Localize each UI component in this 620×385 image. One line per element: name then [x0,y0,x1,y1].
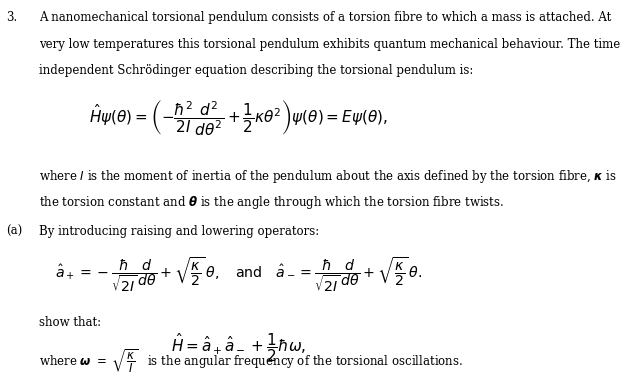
Text: independent Schrödinger equation describing the torsional pendulum is:: independent Schrödinger equation describ… [39,64,474,77]
Text: very low temperatures this torsional pendulum exhibits quantum mechanical behavi: very low temperatures this torsional pen… [39,38,620,51]
Text: show that:: show that: [39,316,102,328]
Text: By introducing raising and lowering operators:: By introducing raising and lowering oper… [39,225,319,238]
Text: $\hat{a}_+ = -\dfrac{\hbar}{\sqrt{2I}}\dfrac{d}{d\theta} + \sqrt{\dfrac{\kappa}{: $\hat{a}_+ = -\dfrac{\hbar}{\sqrt{2I}}\d… [55,255,422,294]
Text: 3.: 3. [6,11,17,24]
Text: the torsion constant and $\boldsymbol{\theta}$ is the angle through which the to: the torsion constant and $\boldsymbol{\t… [39,194,505,211]
Text: where $\boldsymbol{\omega}$ $=$ $\sqrt{\dfrac{\kappa}{I}}$   is the angular freq: where $\boldsymbol{\omega}$ $=$ $\sqrt{\… [39,348,464,375]
Text: where $\mathit{I}$ is the moment of inertia of the pendulum about the axis defin: where $\mathit{I}$ is the moment of iner… [39,167,618,185]
Text: $\hat{H} = \hat{a}_+\hat{a}_- + \dfrac{1}{2}\hbar\omega,$: $\hat{H} = \hat{a}_+\hat{a}_- + \dfrac{1… [170,331,306,364]
Text: (a): (a) [6,225,22,238]
Text: $\hat{H}\psi(\theta) = \left(-\dfrac{\hbar^2}{2I}\dfrac{d^2}{d\theta^2} + \dfrac: $\hat{H}\psi(\theta) = \left(-\dfrac{\hb… [89,99,388,137]
Text: A nanomechanical torsional pendulum consists of a torsion fibre to which a mass : A nanomechanical torsional pendulum cons… [39,11,611,24]
